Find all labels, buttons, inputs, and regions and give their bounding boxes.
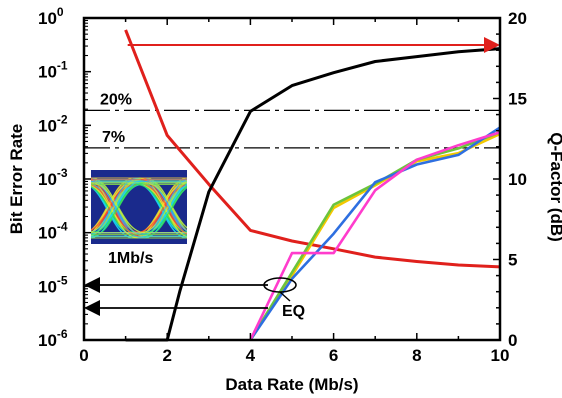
- x-tick-label: 10: [491, 346, 510, 365]
- y-right-tick-label: 10: [508, 170, 527, 189]
- y-left-tick-exponent: 0: [57, 5, 64, 19]
- eye-trace: [199, 178, 253, 236]
- eye-trace: [192, 181, 246, 234]
- x-tick-label: 8: [412, 346, 421, 365]
- series-line: [249, 126, 501, 341]
- y-right-tick-label: 15: [508, 90, 527, 109]
- y-left-tick-label: 10-2: [38, 112, 68, 135]
- eye-trace: [136, 184, 187, 234]
- eye-label: 1Mb/s: [108, 250, 153, 267]
- threshold-label: 20%: [100, 91, 132, 108]
- x-tick-label: 6: [329, 346, 338, 365]
- y-left-tick-label: 10-5: [38, 273, 68, 296]
- left-axis-arrow-head: [84, 277, 100, 293]
- eye-trace: [197, 184, 251, 238]
- axis-ticks: [83, 17, 501, 341]
- y-left-tick-exponent: -2: [57, 112, 68, 126]
- right-axis-arrow-head: [484, 37, 500, 53]
- y-left-tick-label: 10-6: [38, 327, 68, 350]
- threshold-lines: 20% 7%: [84, 91, 500, 149]
- y-left-tick-label: 10-1: [38, 59, 68, 82]
- eye-trace: [192, 184, 246, 234]
- annotations: EQ 1Mb/s: [84, 37, 500, 320]
- eye-trace: [144, 186, 187, 234]
- eye-trace: [188, 178, 242, 238]
- y-left-tick-exponent: -1: [57, 59, 68, 73]
- eye-trace: [199, 178, 253, 236]
- eye-trace: [197, 184, 251, 238]
- x-tick-label: 0: [79, 346, 88, 365]
- eq-leader-line: [279, 291, 291, 302]
- eye-trace: [192, 183, 246, 238]
- eye-trace: [91, 182, 146, 234]
- x-tick-label: 2: [162, 346, 171, 365]
- eye-trace: [199, 181, 253, 236]
- y-left-tick-exponent: -6: [57, 327, 68, 341]
- eye-trace: [192, 183, 246, 238]
- y-left-tick-exponent: -4: [57, 220, 68, 234]
- eye-trace: [188, 178, 242, 238]
- eye-trace: [188, 180, 242, 235]
- eye-trace: [192, 178, 246, 238]
- eye-trace: [192, 184, 246, 234]
- eye-trace: [188, 180, 242, 235]
- eye-trace: [195, 178, 249, 233]
- y-left-tick-exponent: -5: [57, 273, 68, 287]
- left-axis-arrow-head: [84, 300, 100, 316]
- series-line: [249, 131, 501, 341]
- x-tick-label: 4: [246, 346, 256, 365]
- eye-trace: [192, 178, 246, 238]
- y-left-tick-label: 10-3: [38, 166, 68, 189]
- y-right-tick-label: 5: [508, 251, 517, 270]
- y-left-tick-exponent: -3: [57, 166, 68, 180]
- eye-trace: [192, 181, 246, 234]
- eye-trace: [199, 181, 253, 236]
- series-line: [124, 29, 501, 269]
- series-line: [249, 132, 501, 341]
- y-right-axis-title: Q-Factor (dB): [547, 132, 562, 242]
- y-left-axis-title: Bit Error Rate: [7, 124, 26, 235]
- y-right-tick-label: 20: [508, 9, 527, 28]
- y-left-tick-label: 100: [38, 5, 64, 28]
- eye-trace: [91, 183, 137, 231]
- eye-trace: [195, 178, 249, 233]
- y-right-tick-label: 0: [508, 331, 517, 350]
- threshold-label: 7%: [102, 129, 125, 146]
- eye-diagram-inset: [91, 170, 253, 244]
- x-axis-title: Data Rate (Mb/s): [225, 375, 358, 394]
- eq-label: EQ: [282, 303, 305, 320]
- y-left-tick-label: 10-4: [38, 220, 68, 243]
